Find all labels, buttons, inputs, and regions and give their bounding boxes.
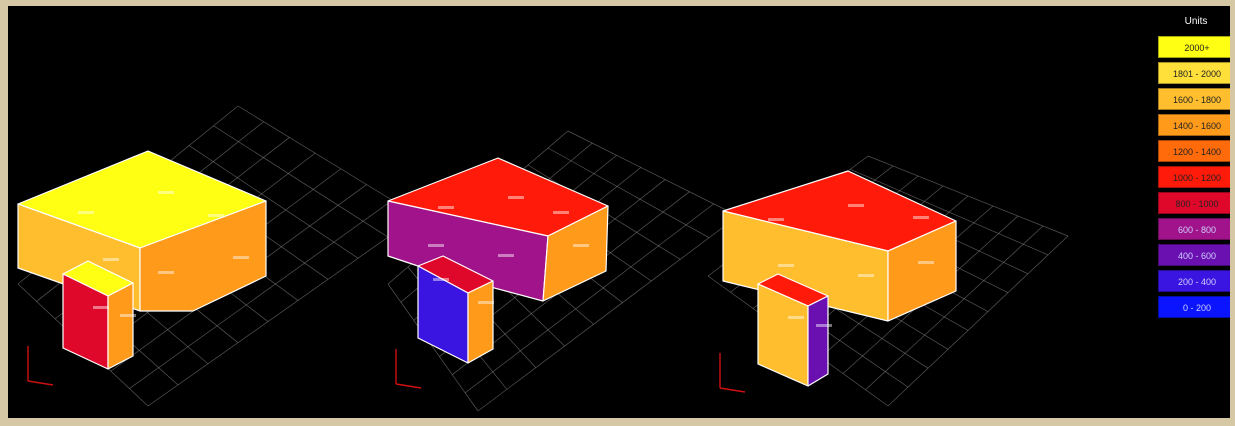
floor-grid-line bbox=[887, 235, 1069, 407]
face-annotation-mark bbox=[778, 264, 794, 267]
face-annotation-mark bbox=[93, 306, 109, 309]
model-2-side-face bbox=[542, 205, 609, 302]
floor-grid-line bbox=[129, 200, 393, 389]
floor-grid-line bbox=[237, 105, 419, 217]
legend-item-600-800: 600 - 800 bbox=[1158, 218, 1230, 240]
axis-marker-line bbox=[27, 380, 54, 386]
face-annotation-mark bbox=[428, 244, 444, 247]
legend-item-400-600: 400 - 600 bbox=[1158, 244, 1230, 266]
model-2-tower-right bbox=[467, 280, 494, 364]
face-annotation-mark bbox=[816, 324, 832, 327]
face-annotation-mark bbox=[438, 206, 454, 209]
face-annotation-mark bbox=[498, 254, 514, 257]
model-1-tower-right bbox=[107, 282, 134, 370]
floor-grid-line bbox=[387, 283, 479, 412]
axis-marker-line bbox=[395, 383, 422, 389]
face-annotation-mark bbox=[553, 211, 569, 214]
face-annotation-mark bbox=[848, 204, 864, 207]
floor-grid-line bbox=[213, 125, 389, 238]
legend-title: Units bbox=[1184, 16, 1208, 27]
model-3-side-face bbox=[887, 220, 957, 322]
face-annotation-mark bbox=[433, 278, 449, 281]
legend-item-1200-1400: 1200 - 1400 bbox=[1158, 140, 1230, 162]
legend-item-2000-plus: 2000+ bbox=[1158, 36, 1230, 58]
face-annotation-mark bbox=[208, 214, 224, 217]
face-annotation-mark bbox=[508, 196, 524, 199]
legend-item-0-200: 0 - 200 bbox=[1158, 296, 1230, 318]
face-annotation-mark bbox=[120, 314, 136, 317]
3d-viewport[interactable]: Units 2000+ 1801 - 2000 1600 - 1800 1400… bbox=[8, 6, 1230, 418]
face-annotation-mark bbox=[103, 258, 119, 261]
face-annotation-mark bbox=[858, 274, 874, 277]
floor-grid-line bbox=[464, 203, 714, 394]
face-annotation-mark bbox=[158, 271, 174, 274]
floor-grid-line bbox=[567, 130, 739, 217]
face-annotation-mark bbox=[233, 256, 249, 259]
floor-grid-line bbox=[147, 215, 419, 407]
floor-grid-line bbox=[547, 147, 710, 238]
face-annotation-mark bbox=[158, 191, 174, 194]
face-annotation-mark bbox=[788, 316, 804, 319]
legend-item-1400-1600: 1400 - 1600 bbox=[1158, 114, 1230, 136]
floor-grid-line bbox=[477, 215, 739, 412]
isometric-scene bbox=[17, 105, 1069, 412]
legend-item-1000-1200: 1000 - 1200 bbox=[1158, 166, 1230, 188]
face-annotation-mark bbox=[478, 301, 494, 304]
face-annotation-mark bbox=[768, 218, 784, 221]
face-annotation-mark bbox=[573, 244, 589, 247]
face-annotation-mark bbox=[78, 211, 94, 214]
model-3-tower-right bbox=[807, 295, 829, 387]
legend-item-200-400: 200 - 400 bbox=[1158, 270, 1230, 292]
model-1-side-face bbox=[139, 200, 267, 312]
floor-grid-line bbox=[865, 225, 1044, 391]
legend-item-800-1000: 800 - 1000 bbox=[1158, 192, 1230, 214]
floor-grid-line bbox=[188, 145, 359, 259]
units-legend: Units 2000+ 1801 - 2000 1600 - 1800 1400… bbox=[1154, 10, 1230, 340]
legend-item-1600-1800: 1600 - 1800 bbox=[1158, 88, 1230, 110]
legend-item-1801-2000: 1801 - 2000 bbox=[1158, 62, 1230, 84]
face-annotation-mark bbox=[913, 216, 929, 219]
axis-marker-line bbox=[719, 387, 746, 393]
face-annotation-mark bbox=[918, 261, 934, 264]
